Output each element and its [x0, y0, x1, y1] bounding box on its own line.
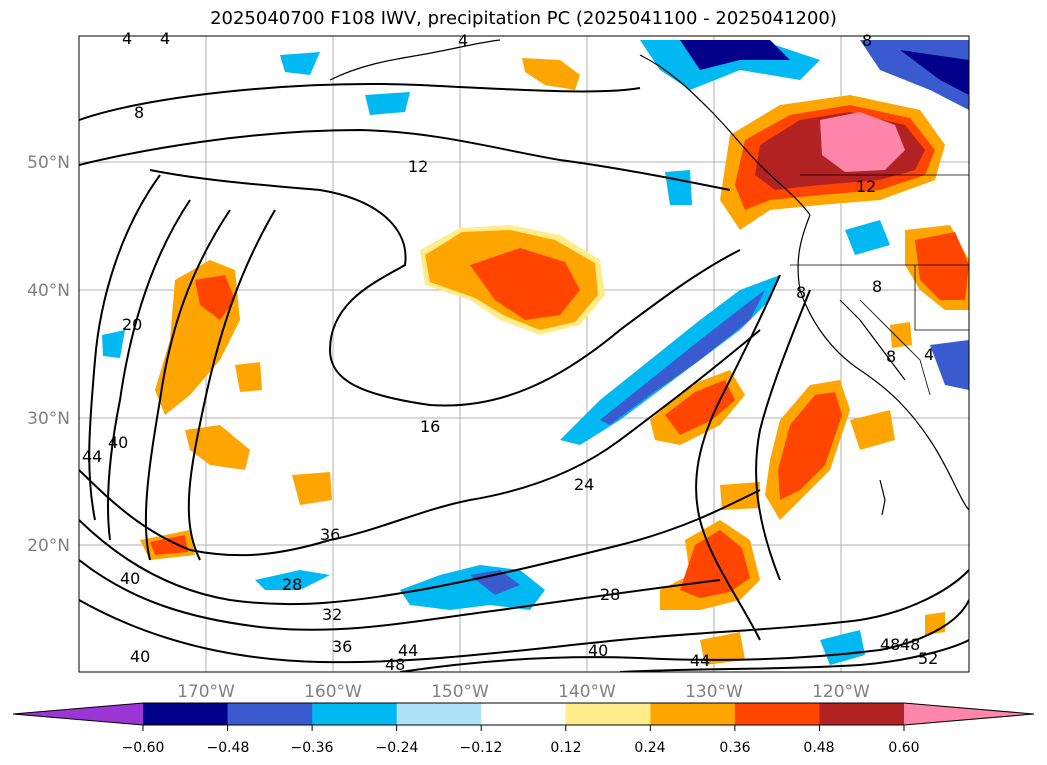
colorbar-swatch — [819, 703, 905, 725]
contour-label: 4 — [160, 29, 170, 48]
positive-precip-anomalies — [140, 58, 969, 665]
colorbar-tick-label: −0.12 — [460, 740, 503, 756]
lon-label-150w: 150°W — [431, 682, 489, 702]
contour-label: 24 — [574, 475, 594, 494]
lon-label-140w: 140°W — [558, 682, 616, 702]
contour-label: 16 — [420, 417, 440, 436]
map-frame — [78, 35, 970, 673]
contour-label: 40 — [108, 433, 128, 452]
contour-label: 32 — [322, 605, 342, 624]
contour-label: 8 — [862, 31, 872, 50]
contour-label: 8 — [796, 283, 806, 302]
colorbar-swatch — [312, 703, 398, 725]
contour-label: 44 — [398, 641, 418, 660]
colorbar-tick-label: −0.48 — [207, 740, 250, 756]
contour-label: 44 — [82, 447, 102, 466]
lon-label-120w: 120°W — [812, 682, 870, 702]
contour-label: 36 — [320, 525, 340, 544]
longitude-labels: 170°W 160°W 150°W 140°W 130°W 120°W — [177, 682, 870, 702]
colorbar-swatch — [396, 703, 482, 725]
lon-label-130w: 130°W — [685, 682, 743, 702]
colorbar-swatch — [481, 703, 567, 725]
colorbar-swatch — [650, 703, 736, 725]
colorbar-extend-min — [13, 703, 143, 725]
contour-labels: 4 4 4 8 8 12 12 16 20 24 28 28 32 36 36 … — [82, 29, 938, 674]
contour-label: 20 — [122, 315, 142, 334]
contour-label: 48 — [880, 635, 900, 654]
colorbar-tick-label: −0.36 — [291, 740, 334, 756]
colorbar-tick-label: 0.60 — [888, 740, 919, 756]
contour-label: 28 — [282, 575, 302, 594]
contour-label: 8 — [872, 277, 882, 296]
state-borders — [790, 174, 969, 396]
colorbar-swatch — [227, 703, 313, 725]
contour-label: 48 — [900, 635, 920, 654]
contour-label: 44 — [690, 651, 710, 670]
lat-label-30n: 30°N — [27, 409, 70, 429]
colorbar-ticks: −0.60 −0.48 −0.36 −0.24 −0.12 0.12 0.24 … — [122, 725, 920, 756]
colorbar-tick-label: −0.24 — [376, 740, 419, 756]
contour-label: 40 — [130, 647, 150, 666]
negative-precip-anomalies — [102, 40, 969, 665]
colorbar: −0.60 −0.48 −0.36 −0.24 −0.12 0.12 0.24 … — [12, 702, 1035, 756]
contour-label: 8 — [886, 347, 896, 366]
colorbar-extend-max — [904, 703, 1034, 725]
colorbar-tick-label: 0.48 — [803, 740, 834, 756]
contour-label: 4 — [458, 31, 468, 50]
colorbar-swatch — [734, 703, 820, 725]
colorbar-swatch — [565, 703, 651, 725]
colorbar-tick-label: 0.12 — [550, 740, 581, 756]
contour-label: 28 — [600, 585, 620, 604]
lat-label-50n: 50°N — [27, 153, 70, 173]
lon-label-170w: 170°W — [177, 682, 235, 702]
latitude-labels: 50°N 40°N 30°N 20°N — [27, 153, 70, 556]
colorbar-swatch — [143, 703, 229, 725]
contour-label: 12 — [856, 177, 876, 196]
colorbar-tick-label: −0.60 — [122, 740, 165, 756]
lat-label-40n: 40°N — [27, 281, 70, 301]
map-content — [79, 36, 969, 672]
contour-label: 36 — [332, 637, 352, 656]
lat-label-20n: 20°N — [27, 536, 70, 556]
coastlines — [329, 39, 969, 516]
contour-label: 4 — [122, 29, 132, 48]
contour-label: 52 — [918, 649, 938, 668]
lon-label-160w: 160°W — [304, 682, 362, 702]
colorbar-tick-label: 0.24 — [634, 740, 665, 756]
contour-label: 8 — [134, 103, 144, 122]
contour-label: 12 — [408, 157, 428, 176]
contour-label: 48 — [385, 655, 405, 674]
contour-label: 4 — [924, 345, 934, 364]
contour-label: 40 — [120, 569, 140, 588]
contour-label: 40 — [588, 641, 608, 660]
colorbar-tick-label: 0.36 — [719, 740, 750, 756]
iwv-contours — [79, 83, 969, 672]
map-title: 2025040700 F108 IWV, precipitation PC (2… — [210, 8, 837, 29]
colorbar-swatches — [143, 703, 905, 725]
